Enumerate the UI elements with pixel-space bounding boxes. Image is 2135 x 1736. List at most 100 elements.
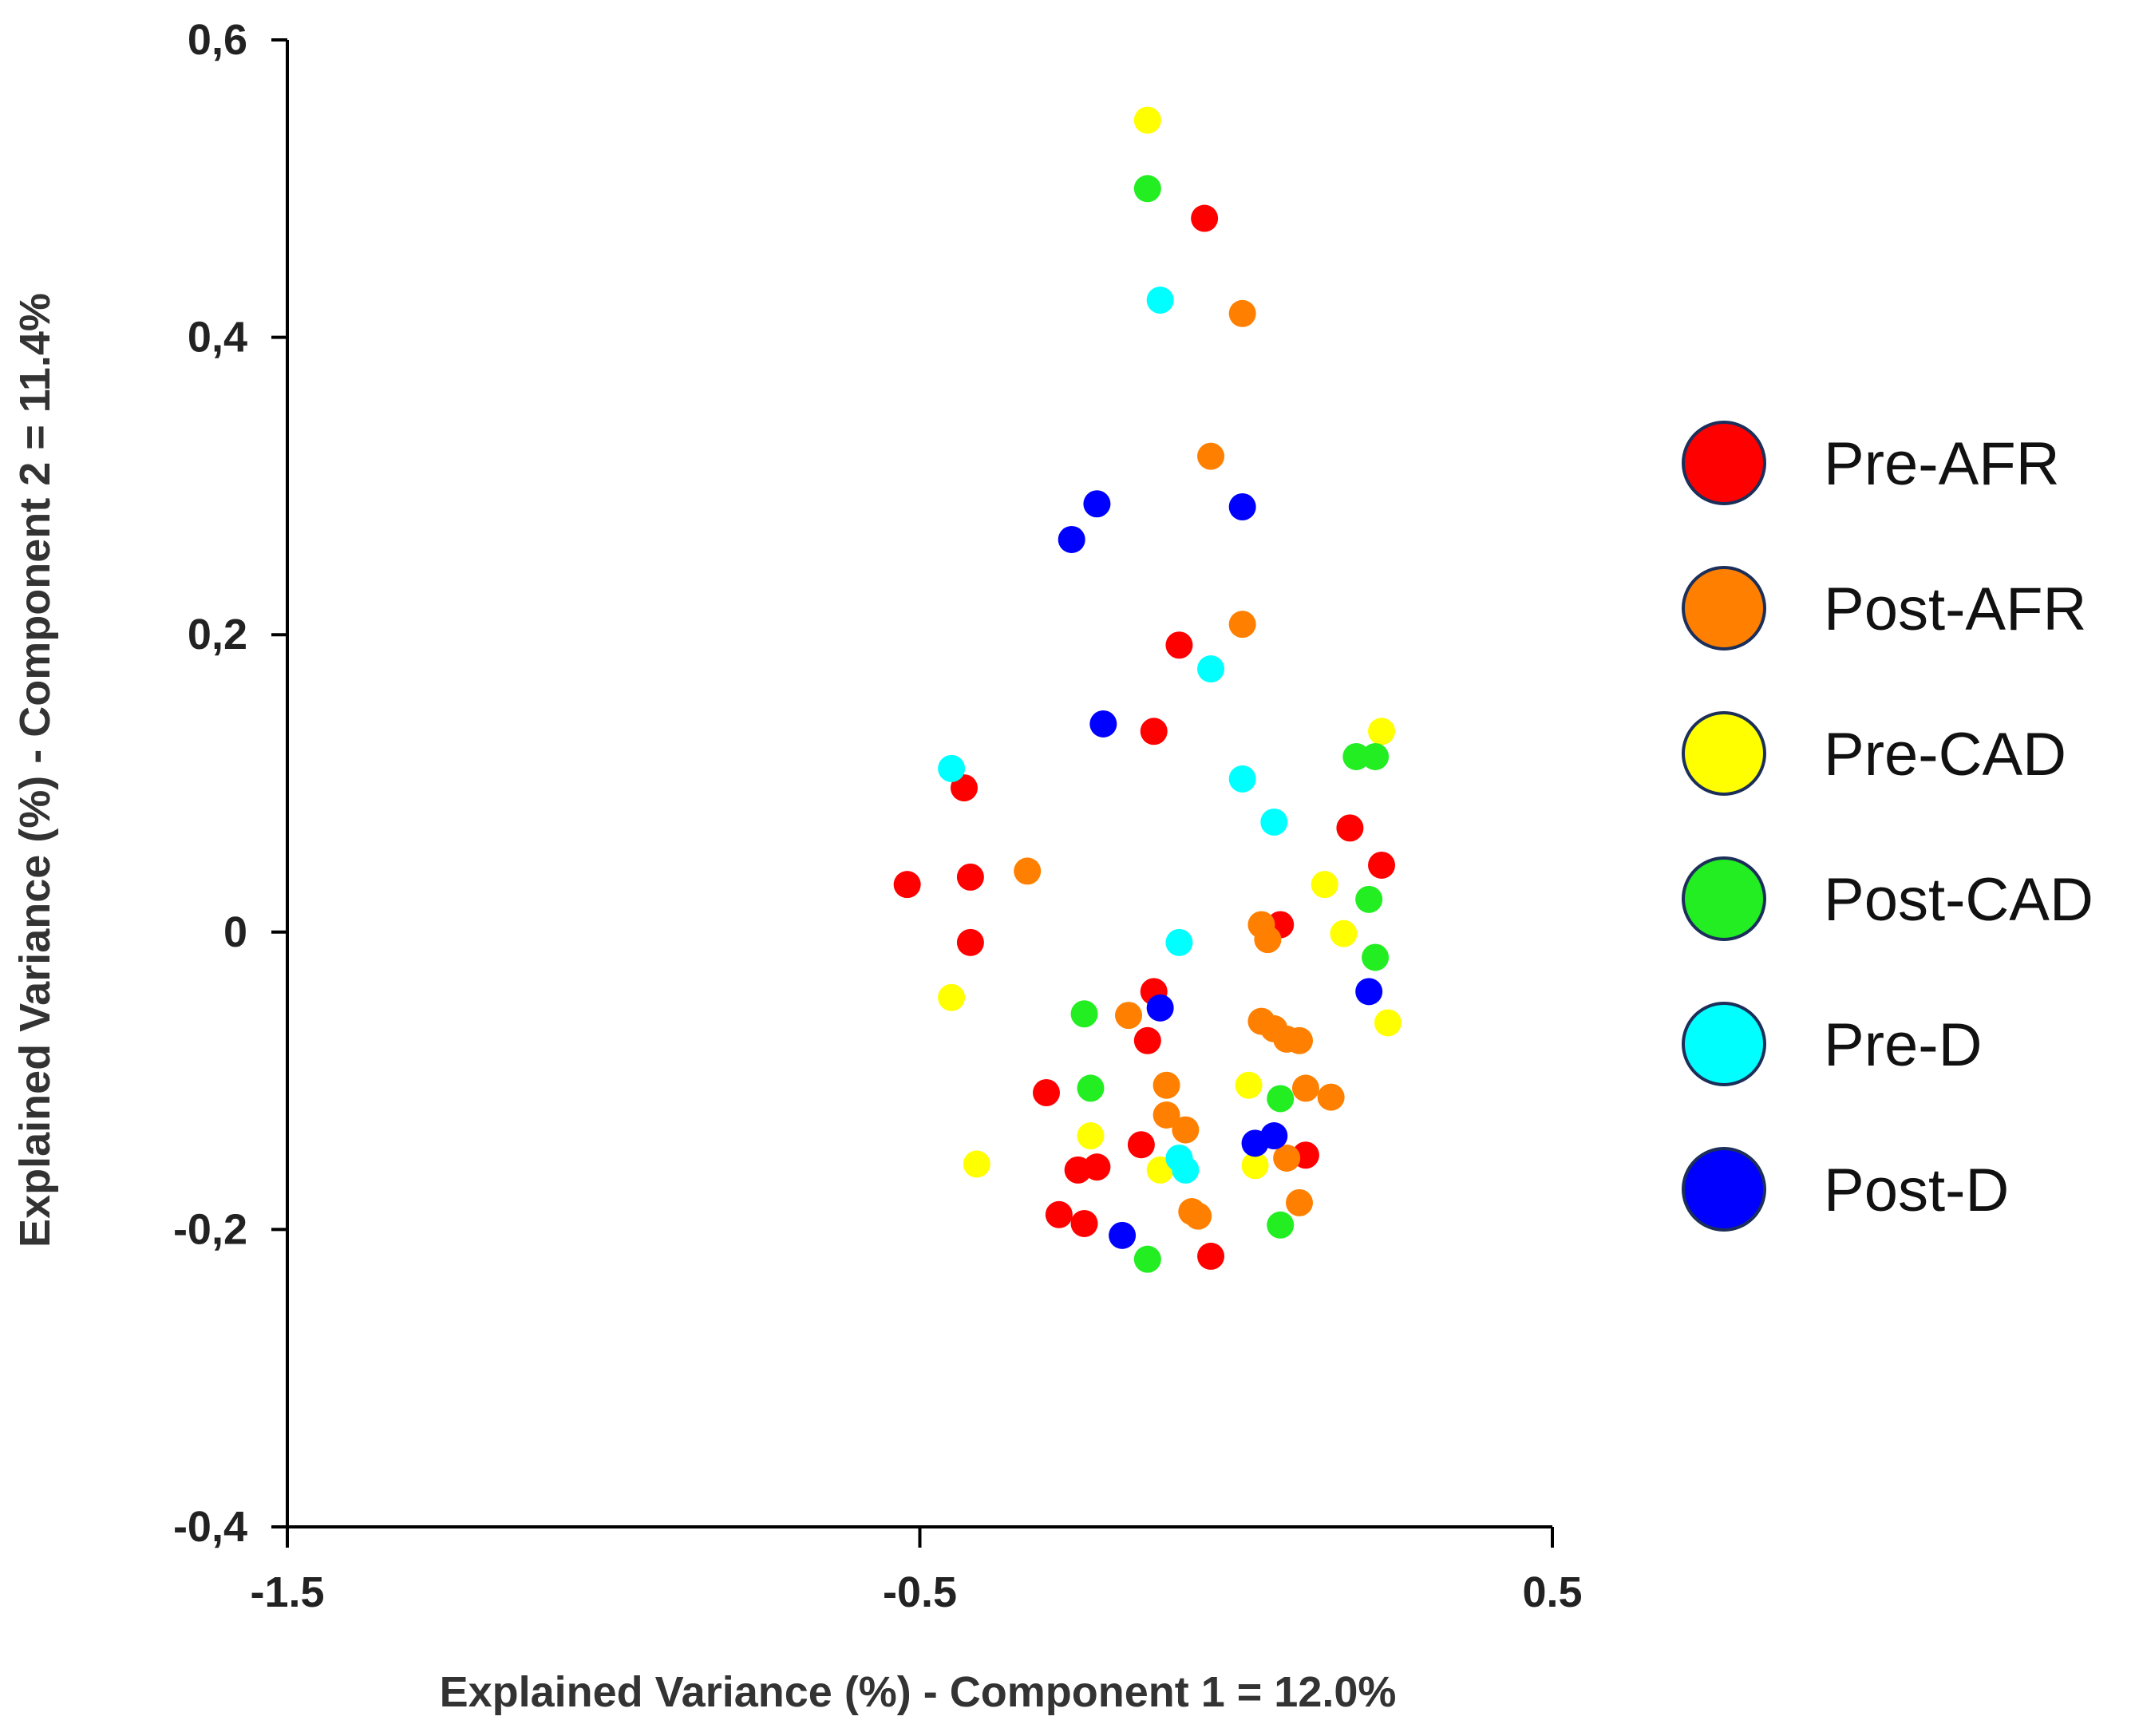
data-point-pre-cad <box>1077 1122 1105 1150</box>
data-point-pre-afr <box>956 863 984 891</box>
data-point-pre-afr <box>1197 1242 1225 1270</box>
data-point-pre-d <box>938 754 966 782</box>
legend-marker-pre-cad <box>1682 711 1766 796</box>
x-tick-label: -1.5 <box>250 1568 324 1616</box>
y-tick-label: -0,4 <box>173 1503 247 1551</box>
legend-label-pre-afr: Pre-AFR <box>1824 430 2060 498</box>
legend-item-post-cad: Post-CAD <box>1682 856 2093 941</box>
legend-marker-post-cad <box>1682 856 1766 941</box>
y-tick-group: 0,6 0,4 0,2 0 -0,2 -0,4 <box>173 16 287 1551</box>
data-point-post-afr <box>1286 1026 1313 1054</box>
legend-label-pre-d: Pre-D <box>1824 1011 1982 1079</box>
x-tick-label: 0.5 <box>1522 1568 1582 1616</box>
data-point-pre-afr <box>1033 1079 1060 1107</box>
data-point-pre-afr <box>893 871 921 899</box>
data-point-post-afr <box>1184 1202 1212 1230</box>
legend-label-post-cad: Post-CAD <box>1824 866 2093 934</box>
y-tick-label: 0,4 <box>188 314 247 362</box>
data-point-post-cad <box>1133 1245 1161 1273</box>
data-point-pre-afr <box>1045 1200 1073 1228</box>
data-point-pre-d <box>1228 765 1256 793</box>
data-point-pre-afr <box>1070 1209 1098 1237</box>
data-point-pre-cad <box>1374 1009 1402 1037</box>
data-point-post-cad <box>1267 1211 1295 1239</box>
data-point-post-afr <box>1172 1116 1200 1144</box>
legend-marker-post-d <box>1682 1147 1766 1232</box>
data-point-pre-cad <box>1368 718 1396 745</box>
legend-marker-post-afr <box>1682 566 1766 651</box>
data-point-post-afr <box>1153 1101 1180 1129</box>
data-point-pre-afr <box>1191 204 1219 232</box>
legend-item-pre-afr: Pre-AFR <box>1682 421 2060 505</box>
data-point-post-cad <box>1077 1074 1105 1102</box>
data-point-post-afr <box>1197 442 1225 470</box>
data-point-post-afr <box>1273 1144 1301 1172</box>
x-tick-group: -1.5 -0.5 0.5 <box>250 1527 1583 1616</box>
data-point-post-d <box>1089 710 1117 738</box>
data-point-post-d <box>1260 1122 1288 1150</box>
legend-item-post-afr: Post-AFR <box>1682 566 2086 651</box>
y-tick-label: 0 <box>223 908 247 956</box>
data-point-pre-afr <box>1133 1026 1161 1054</box>
legend-marker-pre-d <box>1682 1002 1766 1086</box>
data-point-post-afr <box>1153 1071 1180 1099</box>
legend-item-post-d: Post-D <box>1682 1147 2009 1232</box>
data-point-pre-afr <box>1127 1131 1155 1159</box>
data-point-pre-d <box>1146 287 1174 314</box>
scatter-points <box>893 106 1402 1273</box>
x-axis-title: Explained Variance (%) - Component 1 = 1… <box>440 1668 1397 1716</box>
data-point-pre-afr <box>950 774 978 802</box>
x-tick-label: -0.5 <box>883 1568 957 1616</box>
legend-label-post-afr: Post-AFR <box>1824 575 2086 643</box>
data-point-post-afr <box>1291 1074 1319 1102</box>
data-point-post-d <box>1083 490 1111 518</box>
data-point-pre-d <box>1165 928 1193 956</box>
data-point-pre-d <box>1260 808 1288 836</box>
data-point-pre-cad <box>1241 1152 1269 1180</box>
data-point-post-afr <box>1228 299 1256 327</box>
data-point-pre-cad <box>1330 919 1358 947</box>
data-point-post-afr <box>1014 857 1042 885</box>
data-point-post-d <box>1146 994 1174 1022</box>
y-tick-label: 0,2 <box>188 611 247 658</box>
data-point-post-cad <box>1342 742 1370 770</box>
y-tick-label: -0,2 <box>173 1205 247 1253</box>
data-point-pre-afr <box>1140 718 1168 745</box>
data-point-pre-cad <box>1235 1071 1263 1099</box>
y-tick-label: 0,6 <box>188 16 247 64</box>
legend-item-pre-cad: Pre-CAD <box>1682 711 2066 796</box>
data-point-pre-cad <box>938 983 966 1011</box>
plot-axes <box>286 40 1552 1528</box>
data-point-pre-afr <box>1368 851 1396 879</box>
data-point-post-cad <box>1133 175 1161 203</box>
data-point-post-d <box>1109 1221 1137 1249</box>
data-point-post-afr <box>1254 926 1282 954</box>
data-point-post-cad <box>1070 1000 1098 1028</box>
data-point-pre-d <box>1172 1156 1200 1184</box>
data-point-pre-afr <box>956 928 984 956</box>
data-point-post-d <box>1058 525 1085 553</box>
data-point-pre-afr <box>1165 631 1193 659</box>
data-point-post-cad <box>1267 1085 1295 1113</box>
data-point-pre-cad <box>963 1150 990 1178</box>
data-point-pre-cad <box>1311 871 1338 899</box>
legend-label-post-d: Post-D <box>1824 1157 2009 1224</box>
data-point-post-d <box>1228 492 1256 520</box>
legend: Pre-AFR Post-AFR Pre-CAD Post-CAD Pre-D Post-… <box>1682 421 2093 1232</box>
data-point-pre-cad <box>1133 106 1161 134</box>
data-point-post-afr <box>1228 611 1256 639</box>
legend-marker-pre-afr <box>1682 421 1766 505</box>
data-point-post-cad <box>1355 885 1383 913</box>
legend-label-pre-cad: Pre-CAD <box>1824 721 2066 789</box>
data-point-pre-afr <box>1336 814 1364 842</box>
data-point-post-afr <box>1286 1188 1313 1216</box>
data-point-pre-d <box>1197 655 1225 683</box>
data-point-post-cad <box>1362 742 1390 770</box>
y-axis-title: Explained Variance (%) - Component 2 = 1… <box>11 293 59 1248</box>
data-point-post-d <box>1355 978 1383 1006</box>
data-point-pre-afr <box>1083 1153 1111 1181</box>
data-point-post-afr <box>1115 1002 1143 1030</box>
legend-item-pre-d: Pre-D <box>1682 1002 1982 1086</box>
data-point-post-cad <box>1362 943 1390 971</box>
